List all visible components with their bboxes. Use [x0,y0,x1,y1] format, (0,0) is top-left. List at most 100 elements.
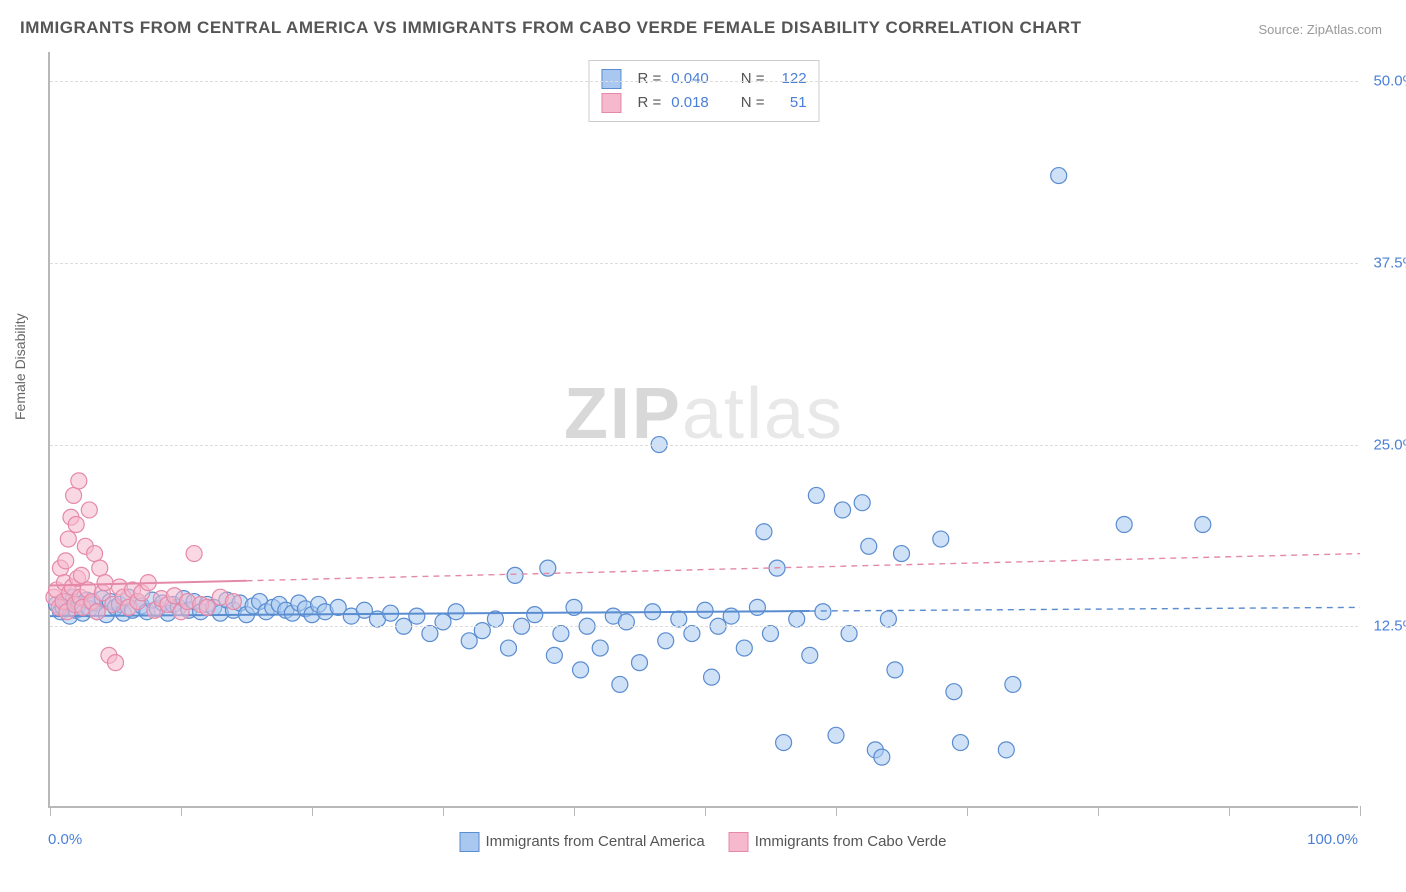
data-point [199,599,215,615]
series-legend-label: Immigrants from Central America [486,833,705,850]
data-point [1195,517,1211,533]
data-point [802,647,818,663]
data-point [422,626,438,642]
data-point [776,735,792,751]
legend-r-label: R = [637,91,661,115]
y-axis-label: Female Disability [12,313,28,420]
data-point [474,623,490,639]
data-point [89,604,105,620]
data-point [749,599,765,615]
data-point [1051,168,1067,184]
gridline [50,626,1358,627]
legend-n-value: 51 [775,91,807,115]
data-point [684,626,700,642]
gridline [50,445,1358,446]
x-tick [1360,806,1361,816]
data-point [68,517,84,533]
x-tick [967,806,968,816]
data-point [861,538,877,554]
data-point [60,531,76,547]
data-point [73,567,89,583]
data-point [186,546,202,562]
data-point [887,662,903,678]
legend-n-label: N = [741,91,765,115]
data-point [854,495,870,511]
data-point [225,594,241,610]
x-tick [574,806,575,816]
x-axis-end-label: 100.0% [1307,831,1358,848]
chart-plot-area: ZIPatlas R = 0.040N = 122R = 0.018N = 51… [48,52,1358,808]
data-point [704,669,720,685]
y-tick-label: 37.5% [1373,254,1406,271]
data-point [612,676,628,692]
data-point [841,626,857,642]
x-axis-start-label: 0.0% [48,831,82,848]
x-tick [705,806,706,816]
legend-swatch [460,832,480,852]
source-credit: Source: ZipAtlas.com [1258,22,1382,37]
legend-swatch [729,832,749,852]
data-point [697,602,713,618]
data-point [874,749,890,765]
x-tick [50,806,51,816]
x-tick [443,806,444,816]
data-point [723,608,739,624]
data-point [808,487,824,503]
data-point [1005,676,1021,692]
scatter-svg [50,52,1358,806]
x-tick [181,806,182,816]
data-point [815,604,831,620]
data-point [409,608,425,624]
data-point [998,742,1014,758]
data-point [553,626,569,642]
data-point [789,611,805,627]
data-point [87,546,103,562]
y-tick-label: 50.0% [1373,73,1406,90]
data-point [736,640,752,656]
x-tick [836,806,837,816]
data-point [933,531,949,547]
series-legend-label: Immigrants from Cabo Verde [755,833,947,850]
correlation-legend-row: R = 0.040N = 122 [601,67,806,91]
regression-line-dashed [247,554,1361,581]
data-point [894,546,910,562]
series-legend-item: Immigrants from Central America [460,832,705,852]
x-tick [1229,806,1230,816]
legend-swatch [601,93,621,113]
data-point [952,735,968,751]
data-point [618,614,634,630]
data-point [756,524,772,540]
data-point [81,502,97,518]
data-point [658,633,674,649]
data-point [448,604,464,620]
series-legend: Immigrants from Central America Immigrant… [460,832,947,852]
y-tick-label: 25.0% [1373,436,1406,453]
x-tick [312,806,313,816]
legend-n-label: N = [741,67,765,91]
data-point [501,640,517,656]
chart-title: IMMIGRANTS FROM CENTRAL AMERICA VS IMMIG… [20,18,1082,38]
correlation-legend-row: R = 0.018N = 51 [601,91,806,115]
y-tick-label: 12.5% [1373,618,1406,635]
data-point [92,560,108,576]
data-point [71,473,87,489]
data-point [108,655,124,671]
data-point [1116,517,1132,533]
legend-r-value: 0.040 [671,67,709,91]
data-point [763,626,779,642]
data-point [946,684,962,700]
data-point [507,567,523,583]
data-point [66,487,82,503]
x-tick [1098,806,1099,816]
data-point [461,633,477,649]
series-legend-item: Immigrants from Cabo Verde [729,832,947,852]
data-point [97,575,113,591]
correlation-legend: R = 0.040N = 122R = 0.018N = 51 [588,60,819,122]
legend-r-label: R = [637,67,661,91]
data-point [573,662,589,678]
regression-line-dashed [810,607,1360,611]
data-point [880,611,896,627]
data-point [632,655,648,671]
gridline [50,81,1358,82]
legend-swatch [601,69,621,89]
